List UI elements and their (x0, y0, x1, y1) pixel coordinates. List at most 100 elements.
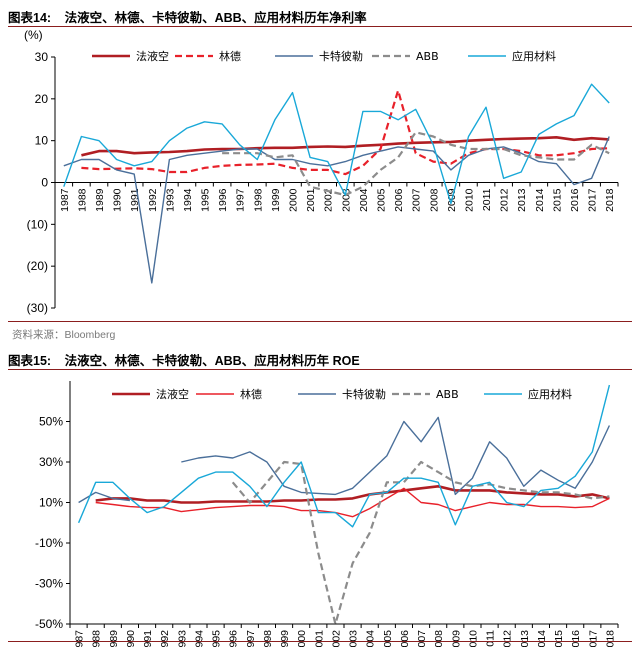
x-tick-label: 1994 (182, 188, 194, 212)
y-tick-label: -30% (35, 577, 63, 591)
chart14-title-rule (8, 26, 632, 27)
x-tick-label: 1987 (74, 630, 86, 647)
x-tick-label: 1995 (200, 188, 212, 212)
x-tick-label: 1988 (76, 188, 88, 212)
legend: 法液空 林德 卡特彼勒 ABB 应用材料 (92, 49, 556, 63)
legend-label-3: ABB (416, 50, 439, 63)
x-tick-label: 1998 (252, 188, 264, 212)
x-tick-label: 2013 (519, 630, 531, 647)
y-tick-label: 20 (35, 92, 49, 106)
x-tick-label: 2015 (551, 188, 563, 212)
x-tick-label: 2011 (485, 630, 497, 647)
x-tick-label: 1987 (59, 188, 71, 212)
legend-label-1: 林德 (240, 387, 262, 401)
x-tick-label: 1993 (164, 188, 176, 212)
x-tick-label: 2006 (399, 630, 411, 647)
series-line-2 (63, 136, 610, 284)
legend: 法液空 林德 卡特彼勒 ABB 应用材料 (112, 387, 572, 401)
series-line-0 (81, 136, 610, 157)
x-tick-label: 1996 (217, 188, 229, 212)
x-tick-label: 1999 (279, 630, 291, 647)
chart15-title: 图表15: 法液空、林德、卡特彼勒、ABB、应用材料历年 ROE (8, 350, 360, 369)
chart15-title-rule (8, 369, 632, 370)
x-tick-label: 2017 (587, 188, 599, 212)
x-tick-label: 2010 (463, 188, 475, 212)
x-tick-label: 1995 (211, 630, 223, 647)
y-tick-label: 30 (35, 50, 49, 64)
x-tick-label: 2004 (358, 188, 370, 212)
legend-label-2: 卡特彼勒 (319, 49, 363, 63)
y-tick-label: -50% (35, 617, 63, 631)
chart14-title-text: 法液空、林德、卡特彼勒、ABB、应用材料历年净利率 (64, 11, 367, 25)
series-line-4 (77, 384, 611, 528)
legend-label-1: 林德 (219, 49, 241, 63)
unit-label: (%) (24, 28, 43, 42)
x-tick-label: 2016 (569, 188, 581, 212)
chart14-source: 资料来源：Bloomberg (12, 329, 116, 341)
y-tick-label: 0 (41, 176, 48, 190)
x-tick-label: 2017 (587, 630, 599, 647)
series-line-3 (231, 460, 610, 626)
x-tick-label: 1990 (125, 630, 137, 647)
x-tick-label: 2008 (433, 630, 445, 647)
x-tick-label: 1988 (91, 630, 103, 647)
x-tick-label: 2012 (499, 188, 511, 212)
legend-label-2: 卡特彼勒 (342, 387, 386, 401)
x-tick-label: 2007 (416, 630, 428, 647)
x-tick-label: 1993 (176, 630, 188, 647)
x-tick-label: 2018 (604, 630, 616, 647)
y-tick-label: (10) (27, 217, 48, 231)
chart15-title-text: 法液空、林德、卡特彼勒、ABB、应用材料历年 ROE (64, 354, 360, 368)
y-tick-label: 10 (35, 134, 49, 148)
x-tick-label: 2005 (382, 630, 394, 647)
y-tick-label: (30) (27, 301, 48, 315)
y-tick-label: (20) (27, 259, 48, 273)
x-tick-label: 1991 (142, 630, 154, 647)
legend-label-4: 应用材料 (512, 49, 556, 63)
y-tick-label: 10% (39, 496, 63, 510)
x-tick-label: 2002 (323, 188, 335, 212)
x-tick-label: 2012 (502, 630, 514, 647)
x-tick-label: 1992 (159, 630, 171, 647)
x-tick-label: 2007 (411, 188, 423, 212)
y-tick-label: -10% (35, 536, 63, 550)
x-tick-label: 1989 (108, 630, 120, 647)
x-tick-label: 2014 (536, 630, 548, 647)
x-tick-label: 1999 (270, 188, 282, 212)
x-tick-label: 2001 (313, 630, 325, 647)
legend-label-0: 法液空 (156, 387, 189, 401)
x-tick-label: 1990 (112, 188, 124, 212)
x-tick-label: 2003 (348, 630, 360, 647)
x-tick-label: 1997 (245, 630, 257, 647)
x-tick-label: 2016 (570, 630, 582, 647)
x-tick-label: 2008 (428, 188, 440, 212)
x-tick-label: 1997 (235, 188, 247, 212)
series-line-1 (81, 89, 610, 176)
x-tick-label: 1996 (228, 630, 240, 647)
series-line-4 (63, 83, 610, 205)
x-tick-label: 2015 (553, 630, 565, 647)
series-line-1 (95, 487, 610, 518)
x-tick-label: 2005 (375, 188, 387, 212)
y-tick-label: 30% (39, 455, 63, 469)
x-tick-label: 1992 (147, 188, 159, 212)
chart15-bottom-rule (8, 641, 632, 642)
x-tick-label: 2018 (604, 188, 616, 212)
y-tick-label: 50% (39, 415, 63, 429)
x-tick-label: 2011 (481, 188, 493, 211)
legend-label-0: 法液空 (136, 49, 169, 63)
x-tick-label: 2013 (516, 188, 528, 212)
x-tick-label: 2004 (365, 630, 377, 647)
legend-label-4: 应用材料 (528, 387, 572, 401)
x-tick-label: 2014 (534, 188, 546, 212)
chart14-title: 图表14: 法液空、林德、卡特彼勒、ABB、应用材料历年净利率 (8, 7, 367, 26)
x-tick-label: 2000 (288, 188, 300, 212)
x-tick-label: 1991 (129, 188, 141, 212)
series-line-2 (78, 416, 611, 504)
x-tick-label: 2002 (330, 630, 342, 647)
x-tick-label: 2009 (450, 630, 462, 647)
x-tick-label: 1989 (94, 188, 106, 212)
chart15-figure-label: 图表15: (8, 354, 52, 368)
chart14-figure-label: 图表14: (8, 11, 52, 25)
